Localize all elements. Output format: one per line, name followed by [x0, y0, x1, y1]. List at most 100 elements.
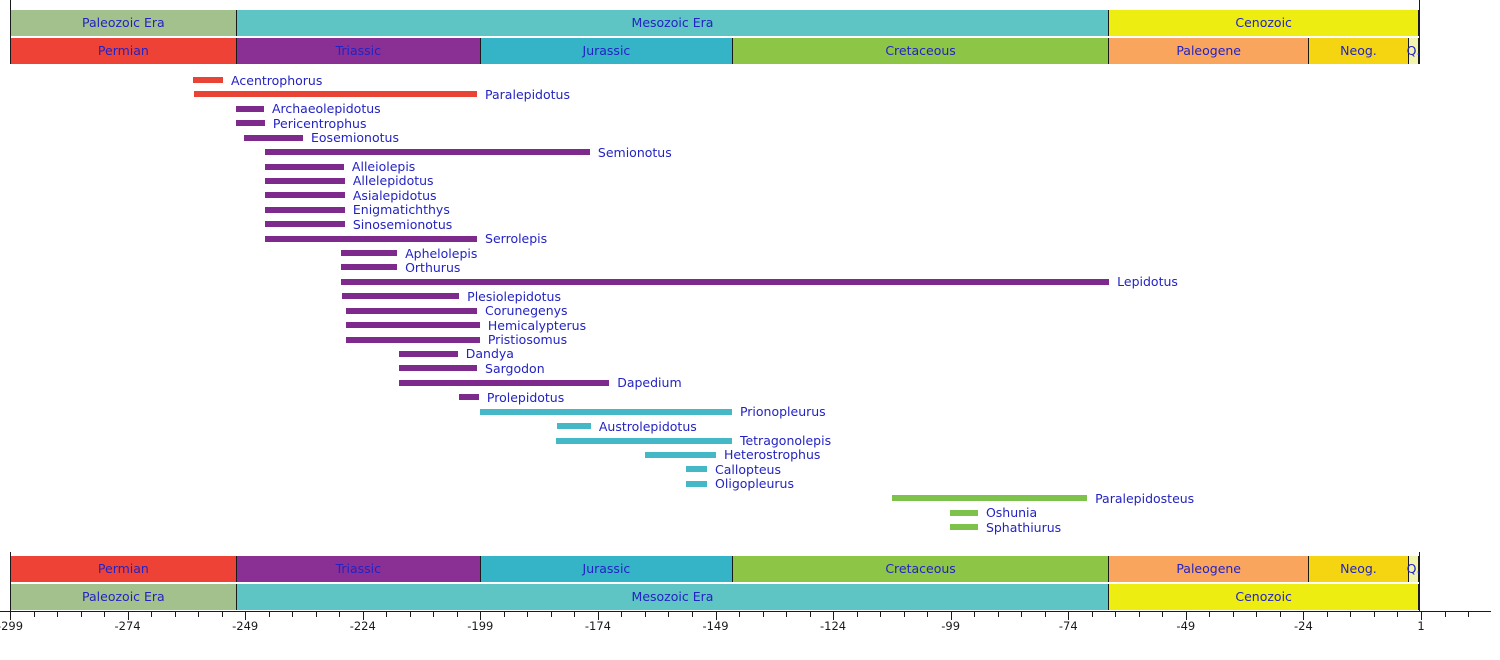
axis-tick-minor [198, 612, 200, 617]
frame-line [10, 0, 11, 64]
axis-tick-minor [1373, 612, 1375, 617]
period-band: Triassic [235, 38, 480, 64]
axis-tick-minor [974, 612, 976, 617]
taxon-bar [341, 278, 1110, 285]
taxon-bar [459, 394, 479, 401]
axis-tick-minor [57, 612, 59, 617]
taxon-bar [264, 221, 345, 228]
taxon-label: Corunegenys [485, 303, 568, 319]
taxon-label: Pericentrophus [272, 115, 367, 131]
taxon-label: Sargodon [485, 360, 545, 376]
period-band-label: Q. [1406, 42, 1421, 58]
taxon-bar [264, 149, 590, 156]
axis-tick-minor [903, 612, 905, 617]
period-band: Permian [10, 38, 236, 64]
taxon-label: Alleiolepis [351, 159, 416, 175]
era-band: Cenozoic [1108, 10, 1420, 36]
axis-tick-major [1421, 612, 1422, 620]
axis-tick-major [950, 612, 952, 620]
axis-tick-minor [1279, 612, 1281, 617]
taxon-bar [685, 480, 708, 487]
axis-tick-label: -174 [584, 619, 611, 633]
taxon-bar [235, 105, 264, 112]
taxon-label: Sinosemionotus [352, 216, 453, 232]
period-band-label: Permian [97, 42, 149, 58]
period-band: Neog. [1308, 38, 1408, 64]
axis-tick-minor [292, 612, 294, 617]
era-band-label: Cenozoic [1235, 14, 1292, 30]
taxon-label: Enigmatichthys [352, 202, 450, 218]
taxon-label: Prolepidotus [486, 389, 565, 405]
taxon-bar [264, 163, 344, 170]
taxon-label: Aphelolepis [405, 245, 478, 261]
axis-tick-minor [880, 612, 882, 617]
axis-tick-minor [527, 612, 529, 617]
period-band-label: Cretaceous [885, 42, 956, 58]
era-band: Mesozoic Era [235, 10, 1109, 36]
period-band-label: Neog. [1340, 42, 1377, 58]
period-band: Jurassic [479, 556, 732, 582]
axis-tick-minor [80, 612, 82, 617]
axis-tick-minor [456, 612, 458, 617]
taxon-bar [345, 307, 478, 314]
axis-tick-label: -274 [114, 619, 141, 633]
axis-tick-minor [621, 612, 623, 617]
taxon-label: Dapedium [617, 375, 682, 391]
era-row-top: Paleozoic Era Mesozoic Era Cenozoic [0, 10, 1500, 36]
era-row-bottom: Paleozoic Era Mesozoic Era Cenozoic [0, 584, 1500, 610]
axis-tick-label: 1 [1417, 619, 1425, 633]
axis-tick-minor [856, 612, 858, 617]
axis-tick-minor [739, 612, 741, 617]
taxon-bar [264, 235, 478, 242]
period-band: Jurassic [479, 38, 732, 64]
axis-tick-minor [1468, 612, 1470, 617]
taxon-label: Eosemionotus [311, 130, 399, 146]
period-band: Neog. [1308, 556, 1408, 582]
axis-tick-minor [927, 612, 929, 617]
axis-tick-minor [386, 612, 388, 617]
taxon-bar [264, 206, 345, 213]
axis-tick-label: -299 [0, 619, 24, 633]
taxon-bar [341, 250, 398, 257]
axis-tick-minor [433, 612, 435, 617]
taxon-bar [193, 91, 478, 98]
taxon-label: Allelepidotus [352, 173, 434, 189]
axis-tick-major [127, 612, 129, 620]
taxon-bar [398, 379, 610, 386]
era-band: Cenozoic [1108, 584, 1420, 610]
axis-tick-minor [315, 612, 317, 617]
taxon-label: Paralepidotus [485, 86, 570, 102]
axis-tick-label: -124 [820, 619, 847, 633]
taxon-label: Oligopleurus [715, 476, 794, 492]
taxon-label: Dandya [465, 346, 514, 362]
taxon-label: Hemicalypterus [487, 317, 587, 333]
period-band: Cretaceous [731, 556, 1109, 582]
taxon-bar [244, 134, 303, 141]
axis-tick-minor [503, 612, 505, 617]
taxon-bar [341, 264, 398, 271]
axis-tick-label: -74 [1058, 619, 1078, 633]
axis-tick-minor [1350, 612, 1352, 617]
axis-tick-minor [1021, 612, 1023, 617]
period-band-label: Cretaceous [885, 560, 956, 576]
axis-tick-minor [1256, 612, 1258, 617]
era-band-label: Mesozoic Era [631, 14, 714, 30]
axis-tick-minor [1326, 612, 1328, 617]
axis-tick-minor [809, 612, 811, 617]
axis-tick-major [362, 612, 364, 620]
axis-tick-minor [1444, 612, 1446, 617]
taxon-bar [685, 466, 708, 473]
taxon-label: Plesiolepidotus [467, 288, 561, 304]
taxon-bar [644, 451, 716, 458]
era-band-label: Cenozoic [1235, 588, 1292, 604]
taxon-label: Pristiosomus [487, 332, 568, 348]
period-band: Paleogene [1108, 556, 1309, 582]
taxon-bar [950, 524, 978, 531]
taxon-label: Acentrophorus [231, 72, 323, 88]
taxon-label: Heterostrophus [723, 447, 821, 463]
taxon-bar [264, 177, 345, 184]
taxon-label: Austrolepidotus [598, 418, 697, 434]
frame-line [1418, 0, 1420, 64]
